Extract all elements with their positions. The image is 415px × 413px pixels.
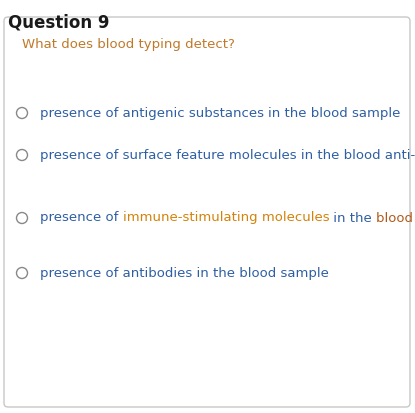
Text: presence of antigenic substances: presence of antigenic substances — [40, 107, 268, 119]
Text: presence of surface feature molecules in the blood anti-sera: presence of surface feature molecules in… — [40, 149, 415, 161]
Text: blood anti-sera: blood anti-sera — [376, 211, 415, 225]
Text: in the blood sample: in the blood sample — [268, 107, 400, 119]
Text: presence of antibodies in the blood sample: presence of antibodies in the blood samp… — [40, 266, 329, 280]
Text: presence of: presence of — [40, 211, 122, 225]
Text: immune-stimulating molecules: immune-stimulating molecules — [122, 211, 329, 225]
Text: Question 9: Question 9 — [8, 13, 110, 31]
Text: What does blood typing detect?: What does blood typing detect? — [22, 38, 235, 51]
Text: in the: in the — [329, 211, 376, 225]
FancyBboxPatch shape — [4, 17, 410, 407]
